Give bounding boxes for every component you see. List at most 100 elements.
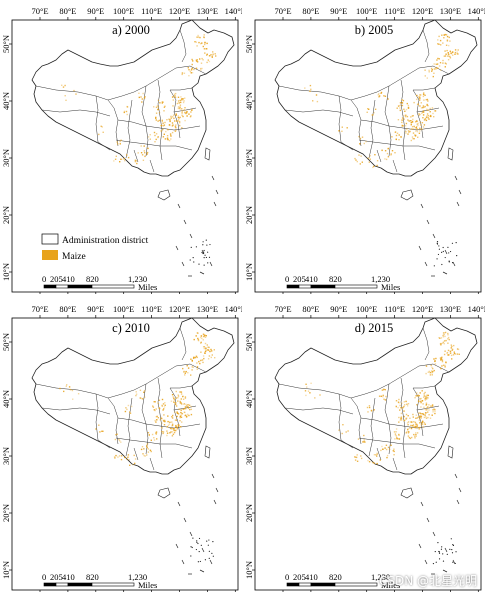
longitude-label: 130°E [197, 304, 218, 314]
legend-maize-label: Maize [62, 252, 86, 262]
latitude-label: 50°N [1, 35, 11, 53]
map-frame [11, 317, 239, 591]
longitude-label: 80°E [59, 6, 76, 16]
latitude-label: 10°N [1, 561, 11, 579]
maize-distribution [304, 331, 460, 465]
province-boundaries [278, 29, 450, 173]
scale-unit: Miles [381, 580, 400, 590]
scale-tick-label: 205 [293, 274, 306, 284]
map-panel: 70°E 80°E 90°E 100°E 110°E 120°E 130°E 140°E 50°… [0, 0, 242, 297]
map-canvas: 70°E 80°E 90°E 100°E 110°E 120°E 130°E 140°E 50°… [244, 6, 485, 294]
map-panel: 70°E 80°E 90°E 100°E 110°E 120°E 130°E 140°E 50°… [243, 0, 485, 297]
latitude-label: 20°N [1, 504, 11, 522]
map-canvas: 70°E 80°E 90°E 100°E 110°E 120°E 130°E 140°E 50°… [1, 304, 242, 592]
map-legend: Administration district Maize [41, 233, 149, 262]
panel-label: b) 2005 [355, 23, 394, 37]
longitude-label: 140°E [468, 304, 485, 314]
scale-tick-label: 205 [50, 274, 63, 284]
longitude-label: 70°E [274, 6, 291, 16]
scale-tick-label: 410 [62, 572, 75, 582]
longitude-label: 130°E [440, 304, 461, 314]
country-outline [31, 317, 235, 475]
latitude-label: 40°N [1, 92, 11, 110]
scale-unit: Miles [381, 282, 400, 292]
maize-distribution [304, 33, 459, 169]
latitude-label: 50°N [1, 333, 11, 351]
longitude-label: 110°E [384, 304, 405, 314]
map-canvas: 70°E 80°E 90°E 100°E 110°E 120°E 130°E 140°E 50°… [244, 304, 485, 592]
longitude-label: 100°E [356, 304, 377, 314]
scale-tick-label: 205 [50, 572, 63, 582]
scale-unit: Miles [138, 282, 157, 292]
sea-boundary-dashes [418, 175, 462, 277]
scale-tick-label: 820 [329, 274, 342, 284]
longitude-label: 110°E [141, 6, 162, 16]
longitude-label: 110°E [141, 304, 162, 314]
panel-label: d) 2015 [355, 321, 394, 335]
sea-boundary-dashes [175, 175, 219, 277]
longitude-label: 130°E [440, 6, 461, 16]
latitude-label: 40°N [244, 92, 254, 110]
latitude-label: 10°N [1, 263, 11, 281]
latitude-label: 20°N [244, 504, 254, 522]
scale-tick-label: 1,230 [128, 274, 147, 284]
longitude-label: 80°E [302, 304, 319, 314]
latitude-label: 30°N [1, 149, 11, 167]
latitude-label: 30°N [1, 447, 11, 465]
scale-tick-label: 0 [285, 572, 289, 582]
longitude-label: 80°E [302, 6, 319, 16]
latitude-label: 20°N [244, 206, 254, 224]
latitude-label: 30°N [244, 149, 254, 167]
longitude-label: 70°E [274, 304, 291, 314]
longitude-label: 90°E [330, 6, 347, 16]
scale-tick-label: 820 [86, 572, 99, 582]
latitude-label: 10°N [244, 263, 254, 281]
scale-tick-label: 820 [329, 572, 342, 582]
province-boundaries [278, 327, 450, 471]
longitude-label: 140°E [225, 304, 242, 314]
longitude-label: 120°E [169, 304, 190, 314]
map-canvas: 70°E 80°E 90°E 100°E 110°E 120°E 130°E 140°E 50°… [1, 6, 242, 294]
scale-tick-label: 1,230 [128, 572, 147, 582]
scale-tick-label: 410 [305, 572, 318, 582]
scale-tick-label: 0 [42, 274, 46, 284]
sea-boundary-dashes [175, 473, 219, 575]
longitude-label: 120°E [412, 304, 433, 314]
scale-tick-label: 205 [293, 572, 306, 582]
map-frame [254, 317, 482, 591]
map-frame [254, 19, 482, 293]
longitude-label: 90°E [87, 6, 104, 16]
scale-tick-label: 1,230 [371, 274, 390, 284]
scale-tick-label: 410 [305, 274, 318, 284]
legend-maize-swatch [42, 250, 58, 260]
panel-label: c) 2010 [112, 321, 150, 335]
maize-distribution [59, 332, 216, 466]
map-frame [11, 19, 239, 293]
maize-distribution [61, 34, 217, 165]
watermark: CSDN @北星光明 [378, 574, 477, 588]
longitude-label: 110°E [384, 6, 405, 16]
country-outline [274, 19, 478, 177]
latitude-label: 40°N [1, 390, 11, 408]
scale-tick-label: 410 [62, 274, 75, 284]
longitude-label: 90°E [87, 304, 104, 314]
longitude-label: 100°E [113, 304, 134, 314]
latitude-label: 50°N [244, 333, 254, 351]
longitude-label: 140°E [225, 6, 242, 16]
longitude-label: 80°E [59, 304, 76, 314]
latitude-label: 10°N [244, 561, 254, 579]
longitude-label: 120°E [169, 6, 190, 16]
longitude-label: 90°E [330, 304, 347, 314]
longitude-label: 70°E [31, 6, 48, 16]
longitude-label: 120°E [412, 6, 433, 16]
legend-admin-label: Administration district [62, 236, 149, 246]
scale-tick-label: 820 [86, 274, 99, 284]
province-boundaries [35, 29, 207, 173]
latitude-label: 50°N [244, 35, 254, 53]
latitude-label: 40°N [244, 390, 254, 408]
country-outline [31, 19, 235, 177]
